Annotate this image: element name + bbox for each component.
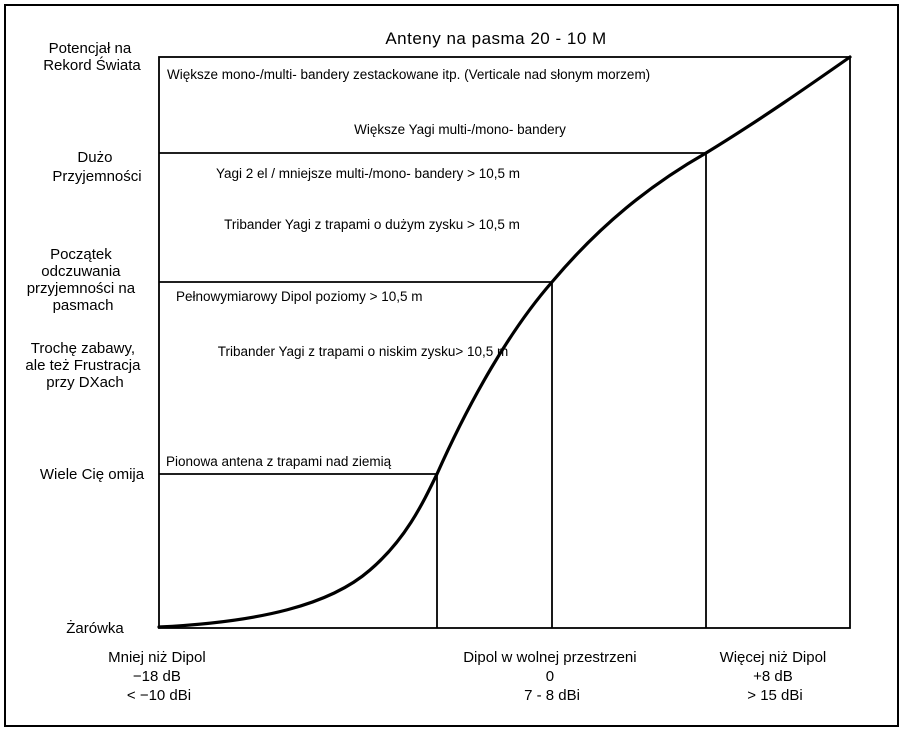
- x-level-line: −18 dB: [133, 668, 181, 685]
- antenna-label-stacked: Większe mono-/multi- bandery zestackowan…: [167, 67, 650, 82]
- y-level-line: Trochę zabawy,: [31, 340, 135, 357]
- y-level-line: pasmach: [53, 297, 114, 314]
- y-level-label-trochu: Trochę zabawy, ale też Frustracja przy D…: [25, 340, 144, 391]
- x-level-line: 0: [546, 668, 554, 685]
- y-level-line: Dużo: [77, 149, 112, 166]
- antenna-label-bigger-yagi: Większe Yagi multi-/mono- bandery: [354, 122, 566, 137]
- antenna-label-yagi-2el: Yagi 2 el / mniejsze multi-/mono- bander…: [216, 166, 520, 181]
- diagram-title: Anteny na pasma 20 - 10 M: [385, 29, 606, 48]
- y-level-label-duzo: Dużo Przyjemności: [52, 149, 141, 185]
- y-level-line: Potencjał na: [49, 40, 132, 57]
- plot-area: [158, 56, 851, 629]
- y-level-line: przy DXach: [46, 374, 124, 391]
- x-level-label-less: Mniej niż Dipol −18 dB < −10 dBi: [108, 649, 210, 704]
- x-level-label-more: Więcej niż Dipol +8 dB > 15 dBi: [720, 649, 831, 704]
- x-level-line: Dipol w wolnej przestrzeni: [463, 649, 636, 666]
- antenna-label-vertical: Pionowa antena z trapami nad ziemią: [166, 454, 392, 469]
- y-level-label-wiele: Wiele Cię omija: [40, 466, 145, 483]
- x-level-line: Mniej niż Dipol: [108, 649, 206, 666]
- x-level-line: +8 dB: [753, 668, 793, 685]
- y-level-label-zarowka: Żarówka: [66, 619, 124, 637]
- y-level-line: Wiele Cię omija: [40, 466, 145, 483]
- antenna-label-tribander-high: Tribander Yagi z trapami o dużym zysku >…: [224, 217, 520, 232]
- x-level-label-dipole: Dipol w wolnej przestrzeni 0 7 - 8 dBi: [463, 649, 641, 704]
- y-level-label-rekord: Potencjał na Rekord Świata: [43, 40, 141, 74]
- antenna-label-dipole: Pełnowymiarowy Dipol poziomy > 10,5 m: [176, 289, 422, 304]
- y-level-line: przyjemności na: [27, 280, 136, 297]
- outer-frame: [4, 4, 899, 727]
- y-level-line: Przyjemności: [52, 168, 141, 185]
- x-level-line: > 15 dBi: [747, 687, 802, 704]
- x-level-line: 7 - 8 dBi: [524, 687, 580, 704]
- y-level-line: ale też Frustracja: [25, 357, 141, 374]
- y-level-line: odczuwania: [41, 263, 121, 280]
- y-level-line: Początek: [50, 246, 112, 263]
- x-level-line: Więcej niż Dipol: [720, 649, 827, 666]
- antenna-label-tribander-low: Tribander Yagi z trapami o niskim zysku>…: [218, 344, 509, 359]
- performance-curve: [157, 55, 852, 629]
- y-level-line: Żarówka: [66, 619, 124, 637]
- y-level-label-poczatek: Początek odczuwania przyjemności na pasm…: [27, 246, 140, 314]
- x-level-line: < −10 dBi: [127, 687, 191, 704]
- y-level-line: Rekord Świata: [43, 56, 141, 74]
